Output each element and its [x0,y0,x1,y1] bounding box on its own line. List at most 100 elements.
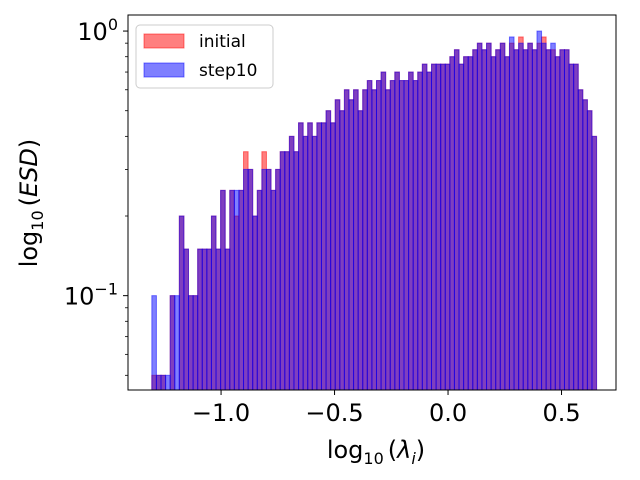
bar-step10-67 [458,63,465,391]
bar-step10-21 [247,168,254,391]
bar-step10-29 [284,151,290,391]
bar-step10-26 [270,189,277,391]
bar-step10-17 [229,189,235,391]
bar-step10-5 [174,295,180,391]
bar-step10-84 [536,30,543,391]
bar-step10-79 [513,49,520,391]
bar-step10-65 [449,56,455,391]
legend-swatch-initial [143,33,185,49]
y-axis-label: log10(ESD) [15,139,47,268]
legend-label-step10: step10 [199,61,257,81]
x-tick-label-1: −0.5 [305,399,363,427]
legend-swatch-step10 [143,62,185,78]
bar-step10-4 [169,295,176,391]
bar-step10-27 [275,168,281,391]
bar-step10-15 [220,189,226,391]
bar-step10-76 [499,42,506,391]
bar-step10-72 [481,49,488,391]
bar-step10-22 [252,215,258,391]
bar-step10-87 [550,42,556,391]
bar-step10-11 [201,248,208,391]
bar-step10-42 [343,89,350,391]
bar-step10-93 [577,89,584,391]
bar-step10-95 [586,110,593,391]
bar-step10-32 [298,122,304,391]
bar-step10-30 [288,135,295,391]
bar-step10-45 [357,110,364,391]
bar-step10-88 [554,56,561,391]
bar-step10-96 [591,135,598,391]
bar-step10-3 [165,374,171,391]
bar-step10-39 [330,122,336,391]
plot-frame [127,14,617,391]
bar-step10-81 [522,49,529,391]
bar-step10-24 [261,168,267,391]
bar-step10-73 [486,42,492,391]
bar-step10-75 [495,49,501,391]
bar-step10-0 [151,295,157,391]
bar-step10-36 [316,122,322,391]
bar-step10-89 [559,49,565,391]
x-tick-label-2: 0.0 [429,399,467,427]
bar-step10-10 [197,248,203,391]
legend: initial step10 [135,24,274,89]
bar-step10-59 [421,63,428,391]
bar-step10-92 [573,63,579,391]
bar-step10-66 [453,49,460,391]
bar-step10-52 [389,80,396,391]
bar-step10-74 [490,56,497,391]
bar-step10-19 [238,189,245,391]
bar-step10-23 [256,189,263,391]
bar-step10-68 [463,56,469,391]
bar-step10-31 [293,151,300,391]
bar-step10-77 [504,56,510,391]
bar-step10-55 [403,80,410,391]
bar-step10-48 [371,89,377,391]
y-tick-label-1: 10−1 [64,280,118,311]
bar-step10-38 [325,110,332,391]
bar-step10-86 [545,49,552,391]
bar-step10-40 [334,99,341,391]
bar-step10-70 [472,49,478,391]
bar-step10-12 [206,248,212,391]
bar-step10-33 [302,135,309,391]
bar-step10-94 [582,99,588,391]
bar-step10-7 [183,248,190,391]
bar-step10-62 [435,63,442,391]
bar-step10-41 [339,110,345,391]
bar-step10-71 [476,42,483,391]
bar-step10-1 [155,374,162,391]
bar-step10-2 [160,374,167,391]
bar-step10-34 [307,122,313,391]
bar-step10-85 [541,42,547,391]
bar-step10-28 [279,151,286,391]
bar-step10-83 [531,49,538,391]
bar-step10-58 [417,71,423,391]
bar-step10-60 [426,71,433,391]
bar-step10-56 [408,71,414,391]
bar-step10-20 [243,168,249,391]
bar-step10-82 [527,42,533,391]
bar-step10-16 [224,248,231,391]
bar-step10-90 [563,49,570,391]
bar-step10-14 [215,248,222,391]
bar-step10-69 [467,56,474,391]
bar-step10-61 [431,63,437,391]
bar-step10-25 [265,168,272,391]
bar-step10-47 [366,80,373,391]
bar-step10-80 [518,42,524,391]
y-axis-ticks: 100 10−1 [64,15,128,376]
bar-step10-54 [398,80,405,391]
x-axis-label: log10 (λi) [327,436,425,468]
bar-step10-51 [385,89,391,391]
bar-step10-78 [508,36,515,391]
bar-step10-44 [353,89,359,391]
x-tick-label-0: −1.0 [192,399,250,427]
bar-step10-57 [412,80,419,391]
bar-step10-9 [192,295,199,391]
bar-step10-64 [444,63,451,391]
bar-step10-13 [210,215,217,391]
x-tick-label-3: 0.5 [542,399,580,427]
bar-step10-49 [375,80,382,391]
